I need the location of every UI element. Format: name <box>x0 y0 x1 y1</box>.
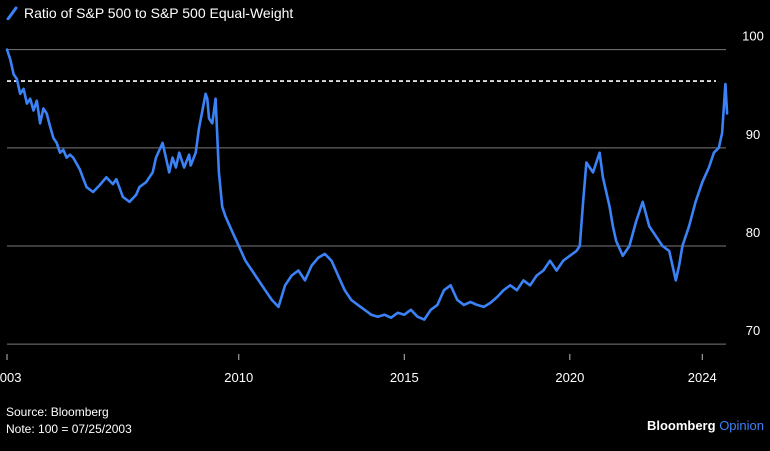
x-tick-labels: 2003 2010 2015 2020 2024 <box>0 354 717 385</box>
x-tick-label-2020: 2020 <box>555 370 584 385</box>
brand-main: Bloomberg <box>646 418 716 433</box>
legend-label: Ratio of S&P 500 to S&P 500 Equal-Weight <box>24 5 294 21</box>
y-tick-label-90: 90 <box>746 127 760 142</box>
series-line-0 <box>5 48 729 321</box>
brand-sub: Opinion <box>719 418 764 433</box>
series-layer <box>5 48 729 321</box>
x-tick-label-2010: 2010 <box>224 370 253 385</box>
x-tick-label-2024: 2024 <box>688 370 717 385</box>
source-note: Source: Bloomberg <box>6 405 109 419</box>
y-tick-label-100: 100 <box>742 29 764 44</box>
brand-logo: Bloomberg Opinion <box>647 418 764 433</box>
y-tick-label-70: 70 <box>746 323 760 338</box>
index-note: Note: 100 = 07/25/2003 <box>6 422 132 436</box>
x-tick-label-2015: 2015 <box>390 370 419 385</box>
legend-swatch-icon <box>6 6 18 20</box>
x-tick-label-2003: 2003 <box>0 370 21 385</box>
grid-lines <box>7 49 726 345</box>
y-tick-label-80: 80 <box>746 225 760 240</box>
y-tick-labels: 70 80 90 100 <box>742 29 764 339</box>
legend: Ratio of S&P 500 to S&P 500 Equal-Weight <box>6 5 293 21</box>
